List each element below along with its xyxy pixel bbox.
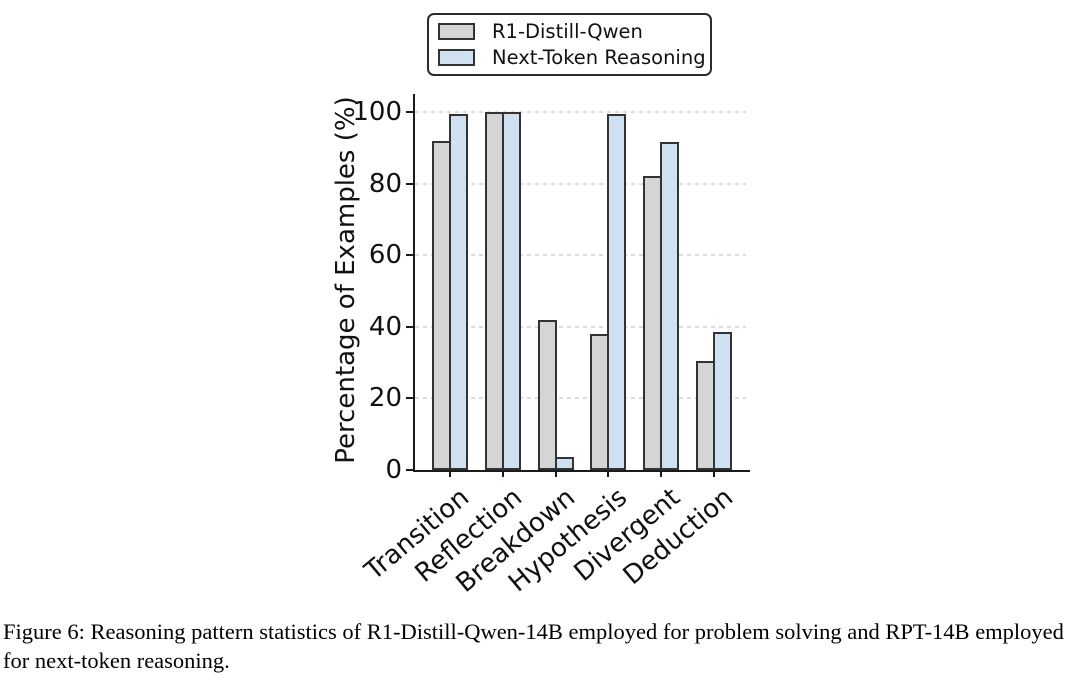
y-tick-40 [406, 325, 413, 328]
legend-label: Next-Token Reasoning [492, 46, 706, 69]
y-tick-label-20: 20 [368, 383, 402, 414]
bar-blue-transition [449, 113, 469, 470]
bar-chart-plot-area: 0 20 40 60 80 100 Transition Reflection Breakdow… [352, 94, 750, 599]
y-tick-label-60: 60 [368, 240, 402, 271]
gridline-60 [415, 254, 746, 257]
bar-blue-divergent [659, 142, 679, 470]
gridline-40 [415, 325, 746, 328]
bar-blue-reflection [501, 112, 521, 470]
legend-swatch-blue [438, 49, 475, 67]
x-tick-reflection [501, 471, 504, 477]
gridline-20 [415, 397, 746, 400]
x-tick-hypothesis [607, 471, 610, 477]
figure-caption: Figure 6: Reasoning pattern statistics o… [3, 619, 1064, 673]
bar-blue-hypothesis [607, 113, 627, 470]
x-axis-spine [413, 470, 750, 472]
y-tick-label-80: 80 [368, 168, 402, 199]
gridline-80 [415, 182, 746, 185]
x-tick-breakdown [554, 471, 557, 477]
y-tick-80 [406, 182, 413, 185]
y-axis-spine [413, 94, 415, 472]
legend-entry-r1-distill-qwen: R1-Distill-Qwen [438, 19, 710, 43]
legend-label: R1-Distill-Qwen [492, 19, 643, 43]
bar-gray-breakdown [537, 319, 557, 470]
y-tick-60 [406, 254, 413, 257]
y-tick-label-100: 100 [352, 97, 402, 127]
y-tick-100 [406, 111, 413, 113]
y-tick-0 [406, 469, 413, 471]
y-tick-20 [406, 397, 413, 400]
x-tick-deduction [712, 471, 715, 477]
y-tick-label-0: 0 [385, 455, 402, 485]
y-axis-label: Percentage of Examples (%) [331, 96, 361, 464]
x-tick-divergent [659, 471, 662, 477]
bar-blue-breakdown [554, 457, 574, 470]
x-tick-transition [449, 471, 452, 477]
legend-swatch-gray [438, 22, 475, 40]
bar-blue-deduction [712, 332, 732, 470]
chart-legend: R1-Distill-Qwen Next-Token Reasoning [427, 13, 712, 76]
gridline-100 [415, 111, 746, 113]
legend-entry-next-token-reasoning: Next-Token Reasoning [438, 48, 710, 68]
y-tick-label-40: 40 [368, 311, 402, 342]
